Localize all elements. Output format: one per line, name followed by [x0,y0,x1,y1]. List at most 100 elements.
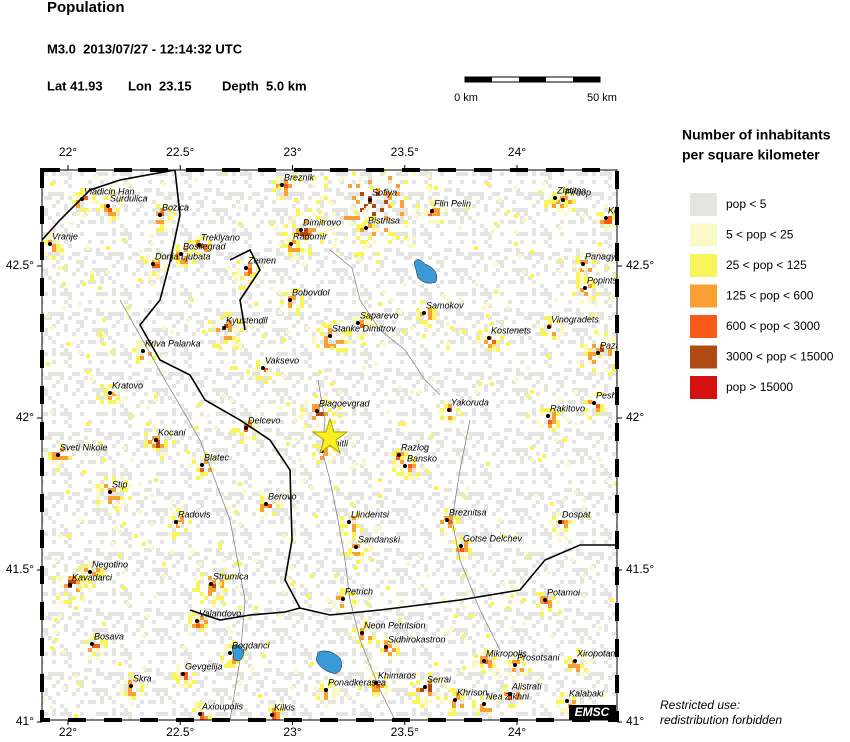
pop-cell [436,696,440,700]
city-dot [356,321,360,325]
pop-cell [512,652,516,656]
pop-cell [200,724,204,728]
pop-cell [586,670,590,674]
pop-cell [332,684,336,688]
pop-cell [474,390,478,394]
pop-cell [404,452,408,456]
pop-cell [238,482,242,486]
pop-cell [368,624,372,628]
pop-cell [86,422,90,426]
pop-cell [612,336,616,340]
pop-cell [156,212,160,216]
pop-cell [436,680,440,684]
pop-cell [576,288,580,292]
pop-cell [596,212,600,216]
pop-cell [556,188,560,192]
pop-cell [122,570,126,574]
pop-cell [462,330,466,334]
pop-cell [350,206,354,210]
pop-cell [86,210,90,214]
pop-cell [238,606,242,610]
pop-cell [536,324,540,328]
pop-cell [392,648,396,652]
pop-cell [240,432,244,436]
lat-label: 42.5° [626,258,654,272]
pop-cell [474,654,478,658]
pop-cell [356,640,360,644]
pop-cell [612,340,616,344]
pop-cell [430,434,434,438]
pop-cell [276,504,280,508]
pop-cell [398,310,402,314]
pop-cell [138,278,142,282]
pop-cell [364,312,368,316]
pop-cell [572,696,576,700]
pop-cell [56,244,60,248]
pop-cell [586,514,590,518]
pop-cell [184,256,188,260]
pop-cell [56,456,60,460]
pop-cell [556,696,560,700]
pop-cell [292,176,296,180]
pop-cell [340,604,344,608]
pop-cell [116,384,120,388]
pop-cell [154,394,158,398]
pop-cell [356,316,360,320]
city-label: Petrich [345,586,373,596]
pop-cell [464,692,468,696]
pop-cell [230,366,234,370]
pop-cell [290,566,294,570]
city-dot [90,642,94,646]
pop-cell [348,156,352,160]
pop-cell [228,644,232,648]
pop-cell [224,576,228,580]
city-dot [565,699,569,703]
pop-cell [82,470,86,474]
pop-cell [218,546,222,550]
pop-cell [364,332,368,336]
city-label: Blagoevgrad [319,398,371,408]
pop-cell [562,438,566,442]
pop-cell [54,638,58,642]
pop-cell [188,620,192,624]
pop-cell [124,680,128,684]
pop-cell [78,682,82,686]
pop-cell [446,346,450,350]
pop-cell [176,672,180,676]
pop-cell [130,458,134,462]
pop-cell [412,172,416,176]
pop-cell [452,692,456,696]
pop-cell [544,600,548,604]
pop-cell [164,268,168,272]
pop-cell [276,180,280,184]
pop-cell [92,484,96,488]
pop-cell [56,592,60,596]
pop-cell [272,188,276,192]
pop-cell [360,332,364,336]
pop-cell [564,696,568,700]
pop-cell [146,614,150,618]
pop-cell [236,260,240,264]
city-dot [244,426,248,430]
pop-cell [260,504,264,508]
pop-cell [328,328,332,332]
pop-cell [228,320,232,324]
city-label: Bosilegrad [183,241,227,251]
pop-cell [60,248,64,252]
pop-cell [402,282,406,286]
pop-cell [514,378,518,382]
city-dot [289,242,293,246]
pop-cell [560,696,564,700]
pop-cell [356,332,360,336]
pop-cell [94,174,98,178]
pop-cell [182,646,186,650]
pop-cell [412,236,416,240]
pop-cell [576,276,580,280]
pop-cell [112,476,116,480]
pop-cell [492,664,496,668]
pop-cell [408,476,412,480]
pop-cell [296,212,300,216]
pop-cell [96,636,100,640]
pop-cell [332,320,336,324]
